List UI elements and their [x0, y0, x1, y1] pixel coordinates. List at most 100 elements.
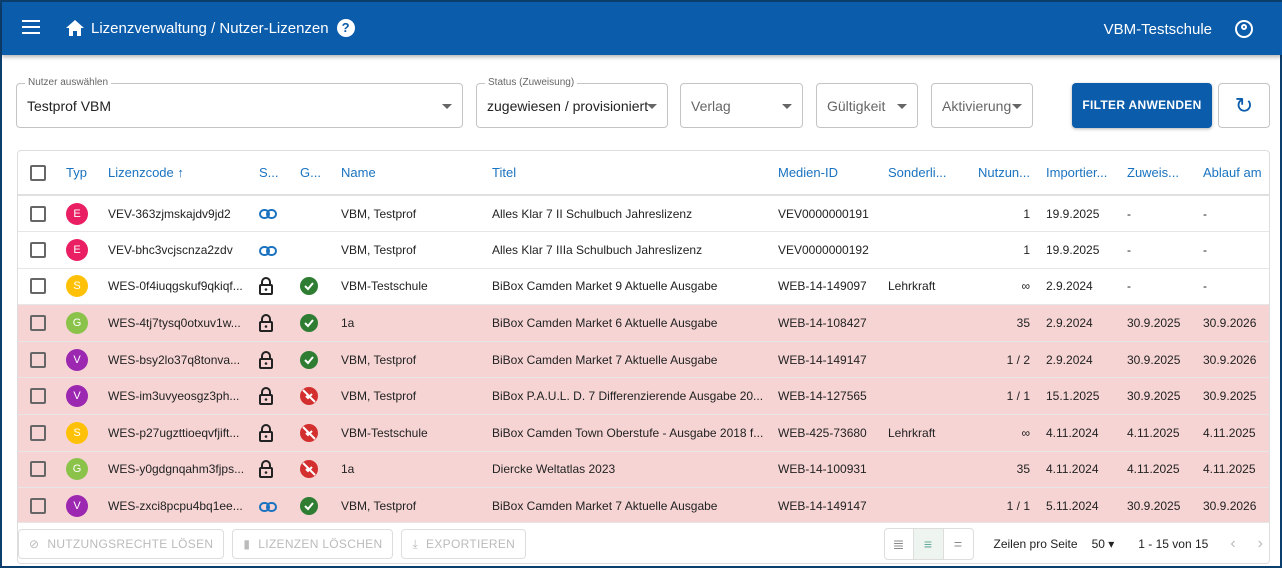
activation-select[interactable]: Aktivierung — [931, 83, 1033, 128]
column-header[interactable]: Lizenzcode ↑ — [100, 151, 251, 196]
table-row[interactable]: E VEV-bhc3vcjscnza2zdv VBM, Testprof Alles … — [18, 231, 1269, 269]
release-rights-button[interactable]: ⊘ NUTZUNGSRECHTE LÖSEN — [18, 529, 225, 559]
status-select[interactable]: Status (Zuweisung) zugewiesen / provisio… — [476, 77, 668, 128]
title-cell: Alles Klar 7 IIIa Schulbuch Jahreslizenz — [484, 231, 770, 269]
user-select[interactable]: Nutzer auswählen Testprof VBM — [16, 77, 463, 128]
density-standard-button[interactable]: ≡ — [913, 528, 944, 560]
density-comfortable-button[interactable]: = — [943, 528, 974, 560]
s-cell — [251, 268, 292, 306]
column-header[interactable]: Importier... — [1038, 151, 1119, 196]
usage-cell: 35 — [962, 304, 1038, 342]
row-checkbox[interactable] — [18, 304, 58, 342]
table-row[interactable]: V WES-zxci8pcpu4bq1ee... VBM, Testprof BiBo… — [18, 487, 1269, 525]
column-header[interactable]: G... — [292, 151, 333, 196]
delete-licenses-button[interactable]: ▮ LIZENZEN LÖSCHEN — [232, 529, 394, 559]
row-checkbox[interactable] — [18, 487, 58, 525]
column-header[interactable]: Sonderli... — [880, 151, 962, 196]
media-value: WEB-14-100931 — [778, 462, 867, 477]
density-compact-button[interactable]: ≣ — [883, 528, 914, 560]
apply-filter-button[interactable]: FILTER ANWENDEN — [1072, 83, 1212, 128]
title-cell: BiBox Camden Market 7 Aktuelle Ausgabe — [484, 487, 770, 525]
menu-icon[interactable] — [22, 20, 40, 34]
type-cell: E — [58, 231, 100, 269]
column-header[interactable]: Zuweis... — [1119, 151, 1195, 196]
rows-per-page-select[interactable]: 50 ▾ — [1091, 537, 1115, 551]
title-cell: BiBox Camden Market 6 Aktuelle Ausgabe — [484, 304, 770, 342]
column-header[interactable]: Titel — [484, 151, 770, 196]
title-cell: BiBox Camden Town Oberstufe - Ausgabe 20… — [484, 414, 770, 452]
row-checkbox[interactable] — [18, 377, 58, 416]
type-avatar: G — [66, 458, 88, 481]
usage-cell: ∞ — [962, 268, 1038, 306]
table-row[interactable]: G WES-y0gdgnqahm3fjps... 1a Diercke Weltatl… — [18, 451, 1269, 489]
account-icon[interactable] — [1235, 20, 1253, 38]
validity-select[interactable]: Gültigkeit — [816, 83, 918, 128]
imported-value: 2.9.2024 — [1046, 279, 1093, 294]
table-row[interactable]: E VEV-363zjmskajdv9jd2 VBM, Testprof Alles … — [18, 195, 1269, 233]
row-checkbox[interactable] — [18, 195, 58, 233]
lock-icon — [259, 460, 273, 479]
s-cell — [251, 304, 292, 342]
expires-cell: 4.11.2025 — [1195, 414, 1269, 452]
name-value: VBM, Testprof — [341, 242, 417, 257]
column-header[interactable]: Ablauf am — [1195, 151, 1269, 196]
table-row[interactable]: S WES-p27ugzttioeqvfjift... VBM-Testschule… — [18, 414, 1269, 452]
blocked-icon — [300, 387, 318, 406]
name-cell: VBM, Testprof — [333, 341, 484, 379]
release-rights-label: NUTZUNGSRECHTE LÖSEN — [47, 537, 214, 551]
code-value: WES-bsy2lo37q8tonva... — [108, 352, 241, 367]
code-cell: WES-zxci8pcpu4bq1ee... — [100, 487, 251, 525]
chevron-down-icon — [647, 104, 657, 109]
table-row[interactable]: V WES-im3uvyeosgz3ph... VBM, Testprof BiBox… — [18, 377, 1269, 416]
export-button[interactable]: ⤓ EXPORTIEREN — [401, 529, 527, 559]
row-checkbox[interactable] — [18, 341, 58, 379]
imported-cell: 4.11.2024 — [1038, 451, 1119, 489]
name-cell: VBM, Testprof — [333, 377, 484, 416]
lock-icon — [259, 423, 273, 442]
imported-cell: 19.9.2025 — [1038, 195, 1119, 233]
title-value: BiBox Camden Market 7 Aktuelle Ausgabe — [492, 499, 718, 514]
row-checkbox[interactable] — [18, 268, 58, 306]
expires-cell: 30.9.2026 — [1195, 304, 1269, 342]
verlag-select[interactable]: Verlag — [680, 83, 803, 128]
column-header[interactable]: S... — [251, 151, 292, 196]
column-header[interactable]: Typ — [58, 151, 100, 196]
assigned-cell: 30.9.2025 — [1119, 377, 1195, 416]
media-value: WEB-425-73680 — [778, 425, 867, 440]
column-header[interactable]: Nutzun... — [962, 151, 1038, 196]
row-checkbox[interactable] — [18, 451, 58, 489]
prev-page-button[interactable]: ‹ — [1230, 535, 1236, 552]
name-value: VBM, Testprof — [341, 352, 417, 367]
usage-cell: 1 — [962, 231, 1038, 269]
check-circle-icon — [300, 277, 318, 296]
table-row[interactable]: G WES-4tj7tysq0otxuv1w... 1a BiBox Camden M… — [18, 304, 1269, 342]
delete-licenses-label: LIZENZEN LÖSCHEN — [258, 537, 383, 551]
code-cell: WES-y0gdgnqahm3fjps... — [100, 451, 251, 489]
row-checkbox[interactable] — [18, 231, 58, 269]
assigned-value: 30.9.2025 — [1127, 352, 1181, 367]
select-all-checkbox[interactable] — [18, 151, 58, 196]
activation-placeholder: Aktivierung — [942, 97, 1012, 114]
usage-cell: 1 / 1 — [962, 487, 1038, 525]
row-checkbox[interactable] — [18, 414, 58, 452]
column-header[interactable]: Name — [333, 151, 484, 196]
title-value: BiBox Camden Market 7 Aktuelle Ausgabe — [492, 352, 718, 367]
next-page-button[interactable]: › — [1257, 535, 1263, 552]
assigned-value: - — [1127, 242, 1131, 257]
help-icon[interactable]: ? — [336, 19, 355, 37]
table-row[interactable]: V WES-bsy2lo37q8tonva... VBM, Testprof BiBo… — [18, 341, 1269, 379]
table-row[interactable]: S WES-0f4iuqgskuf9qkiqf... VBM-Testschule B… — [18, 268, 1269, 306]
g-cell — [292, 341, 333, 379]
type-cell: G — [58, 451, 100, 489]
s-cell — [251, 195, 292, 233]
name-cell: VBM, Testprof — [333, 231, 484, 269]
chevron-down-icon — [1012, 104, 1022, 109]
reset-button[interactable]: ↻ — [1218, 83, 1270, 128]
title-value: Alles Klar 7 IIIa Schulbuch Jahreslizenz — [492, 242, 703, 257]
column-header[interactable]: Medien-ID — [770, 151, 880, 196]
usage-value: 35 — [1016, 462, 1030, 477]
expires-value: 30.9.2026 — [1203, 499, 1257, 514]
usage-value: 1 / 1 — [1006, 389, 1030, 404]
home-icon[interactable] — [66, 20, 84, 36]
name-cell: VBM-Testschule — [333, 414, 484, 452]
